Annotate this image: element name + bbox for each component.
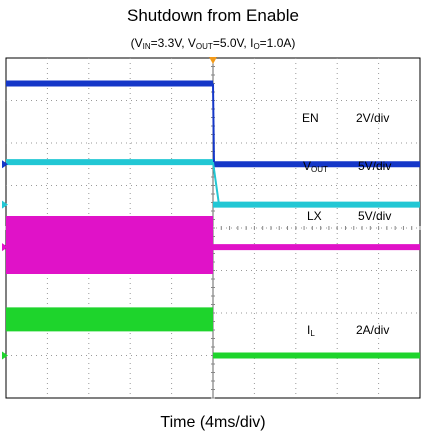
lx-scale-label: 5V/div	[358, 209, 391, 223]
en-trace-edge	[212, 83, 215, 165]
en-trace-after	[213, 161, 420, 168]
vout-trace-before	[6, 159, 213, 166]
en-label: EN	[302, 111, 319, 125]
vout-trace-after	[213, 201, 420, 208]
en-channel-marker	[2, 160, 8, 169]
vout-label: VOUT	[303, 159, 328, 174]
lx-trace-after	[213, 244, 420, 251]
il-trace-band	[6, 307, 213, 332]
lx-trace-band	[6, 216, 213, 274]
vout-scale-label: 5V/div	[358, 159, 391, 173]
il-channel-marker	[2, 351, 8, 360]
vout-trace-edge	[212, 161, 220, 205]
il-scale-label: 2A/div	[356, 323, 389, 337]
chart-subtitle: (VIN=3.3V, VOUT=5.0V, IO=1.0A)	[130, 36, 296, 51]
en-trace-before	[6, 80, 213, 87]
en-scale-label: 2V/div	[356, 111, 389, 125]
chart-title: Shutdown from Enable	[127, 6, 299, 25]
il-trace-after	[213, 352, 420, 359]
il-label: IL	[307, 323, 315, 338]
lx-channel-marker	[2, 243, 8, 252]
trigger-marker	[209, 57, 217, 64]
channel-markers	[2, 57, 217, 360]
x-axis-label: Time (4ms/div)	[160, 414, 266, 431]
scope-traces	[6, 80, 420, 359]
vout-channel-marker	[2, 200, 8, 209]
lx-label: LX	[307, 209, 322, 223]
